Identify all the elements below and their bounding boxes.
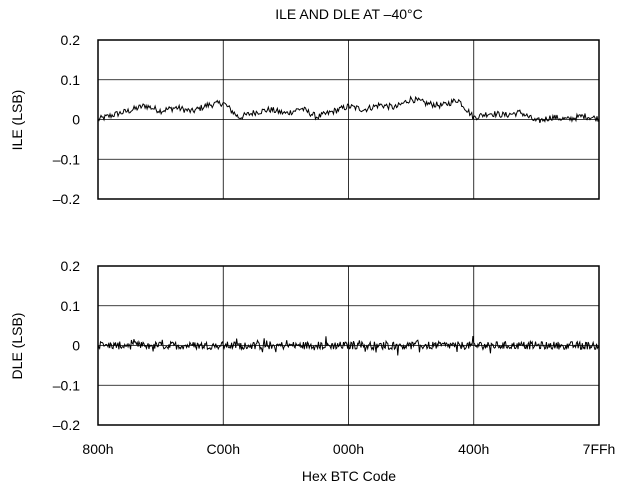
x-tick-label: 400h: [458, 441, 489, 457]
ile-y-tick-label: 0.2: [61, 32, 81, 48]
dle-y-axis-label: DLE (LSB): [9, 313, 25, 380]
ile-series-line: [97, 95, 600, 124]
dle-y-tick-label: 0: [72, 338, 80, 354]
ile-y-axis-label: ILE (LSB): [9, 90, 25, 151]
x-axis-label: Hex BTC Code: [302, 468, 396, 484]
x-tick-label: 7FFh: [583, 441, 616, 457]
dle-panel: 0.2 0.1 0 –0.1 –0.2 DLE (LSB): [9, 258, 600, 433]
ile-y-tick-labels: 0.2 0.1 0 –0.1 –0.2: [53, 32, 80, 207]
dle-series-line: [97, 335, 600, 356]
x-tick-labels: 800h C00h 000h 400h 7FFh: [82, 441, 615, 457]
dle-y-tick-label: –0.2: [53, 417, 80, 433]
dle-y-tick-labels: 0.2 0.1 0 –0.1 –0.2: [53, 258, 80, 433]
x-tick-label: C00h: [207, 441, 240, 457]
x-tick-label: 800h: [82, 441, 113, 457]
dle-y-tick-label: 0.1: [61, 298, 81, 314]
ile-panel: 0.2 0.1 0 –0.1 –0.2 ILE (LSB): [9, 32, 600, 207]
chart-title: ILE AND DLE AT –40°C: [275, 6, 423, 22]
dle-y-tick-label: 0.2: [61, 258, 81, 274]
ile-gridlines: [98, 40, 599, 199]
x-tick-label: 000h: [333, 441, 364, 457]
ile-y-tick-label: –0.2: [53, 191, 80, 207]
ile-y-tick-label: 0.1: [61, 72, 81, 88]
ile-y-tick-label: –0.1: [53, 151, 80, 167]
dle-y-tick-label: –0.1: [53, 377, 80, 393]
ile-y-tick-label: 0: [72, 112, 80, 128]
